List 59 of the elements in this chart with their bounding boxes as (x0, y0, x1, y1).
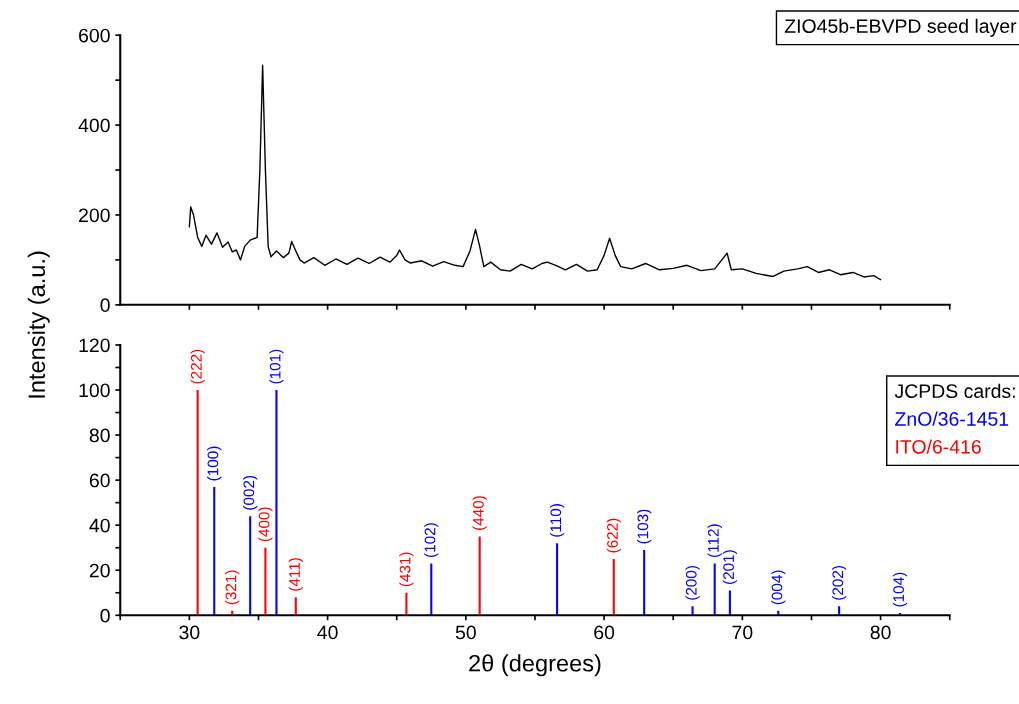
annotation: (110) (549, 504, 565, 537)
annotation: (102) (424, 523, 439, 557)
bar (430, 563, 433, 616)
bar (264, 547, 267, 616)
annotation: (411) (288, 558, 303, 591)
annotation: (103) (637, 509, 652, 544)
legend-title: JCPDS cards: (894, 383, 1015, 399)
bar (728, 590, 731, 616)
x-tick-label: 30 (179, 625, 200, 640)
y-tick-label: 200 (79, 208, 110, 223)
x-tick-label: 50 (455, 625, 476, 640)
annotation: (400) (258, 507, 273, 542)
bar (405, 592, 408, 616)
bar (478, 536, 481, 616)
x-tick-label: 80 (870, 625, 891, 640)
annotation: (622) (606, 518, 621, 553)
bar (691, 606, 694, 616)
x-tick-label: 70 (732, 625, 753, 640)
y-tick-label: 0 (100, 608, 110, 623)
annotation: (100) (207, 446, 222, 481)
annotation: (201) (722, 550, 738, 585)
y-tick-label: 600 (79, 28, 110, 43)
bar (275, 390, 278, 616)
bar (713, 563, 716, 616)
annotation: (101) (269, 349, 284, 384)
y-tick-label: 0 (100, 298, 110, 313)
y-tick-label: 400 (78, 118, 110, 133)
y-axis-title: Intensity (a.u.) (27, 251, 50, 398)
y-tick-label: 120 (79, 338, 110, 353)
x-tick-label: 60 (594, 625, 615, 640)
annotation: (200) (685, 566, 700, 600)
text: ITO/6-416 (896, 439, 981, 454)
bar (612, 558, 615, 616)
text: ZIO45b-EBVPD seed layer (784, 18, 1017, 37)
x-axis-title: 2θ (degrees) (469, 654, 601, 677)
y-tick-label: 40 (89, 518, 110, 533)
y-tick-label: 60 (89, 473, 110, 488)
annotation: (222) (190, 349, 205, 384)
line-series (188, 64, 882, 281)
annotation: (202) (831, 566, 847, 600)
bar (643, 549, 646, 616)
bar (838, 606, 841, 616)
annotation: (004) (771, 570, 786, 605)
annotation: (321) (225, 570, 240, 605)
x-tick-label: 40 (317, 625, 338, 640)
y-tick-label: 20 (89, 563, 110, 578)
bar (249, 516, 252, 616)
y-tick-label: 100 (79, 383, 110, 398)
annotation: (112) (707, 524, 722, 557)
annotation: (440) (472, 496, 487, 530)
y-tick-label: 80 (89, 428, 110, 443)
annotation: (431) (399, 552, 414, 587)
text: ZnO/36-1451 (895, 411, 1009, 426)
annotation: (104) (892, 572, 908, 607)
bar (213, 486, 216, 616)
bar (294, 597, 297, 616)
annotation: (002) (243, 475, 258, 510)
bar (196, 390, 199, 616)
bar (556, 543, 559, 616)
